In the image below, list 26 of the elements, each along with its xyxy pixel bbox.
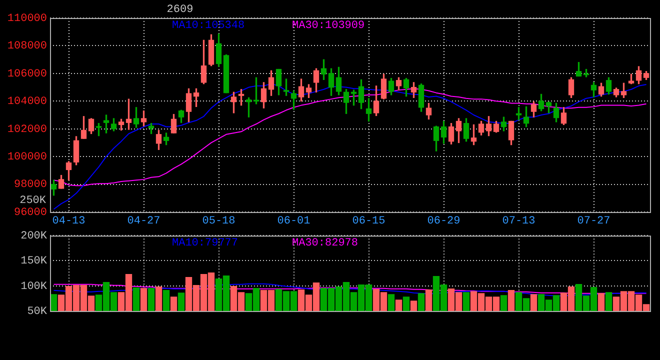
- y-tick-label: 50K: [27, 306, 48, 318]
- text: 250K: [20, 194, 46, 207]
- y-tick-label: 150K: [20, 256, 48, 268]
- text: MA10:105348: [172, 20, 245, 32]
- y-tick-label: 110000: [7, 12, 47, 25]
- y-tick-label: 102000: [7, 124, 47, 136]
- y-tick-label: 100K: [20, 280, 48, 293]
- y-tick-label: 104000: [7, 96, 47, 108]
- y-tick-label: 106000: [7, 68, 47, 80]
- x-tick-label: 07-27: [577, 216, 610, 228]
- x-tick-label: 04-13: [52, 216, 86, 228]
- text: MA10:79777: [172, 238, 238, 250]
- y-tick-label: 96000: [14, 206, 47, 219]
- x-tick-label: 04-27: [127, 216, 160, 228]
- text: MA30:82978: [292, 238, 358, 250]
- x-tick-label: 07-13: [502, 216, 536, 228]
- x-tick-label: 06-29: [427, 216, 460, 228]
- y-tick-label: 100000: [7, 151, 47, 164]
- y-tick-label: 108000: [7, 40, 47, 53]
- x-tick-label: 06-01: [277, 216, 311, 228]
- x-tick-label: 06-15: [352, 216, 386, 228]
- y-tick-label: 200K: [20, 230, 48, 243]
- y-tick-label: 98000: [14, 179, 47, 192]
- text: MA30:103909: [292, 20, 365, 32]
- chart-title: 2609: [166, 4, 194, 16]
- x-tick-label: 05-18: [202, 216, 236, 228]
